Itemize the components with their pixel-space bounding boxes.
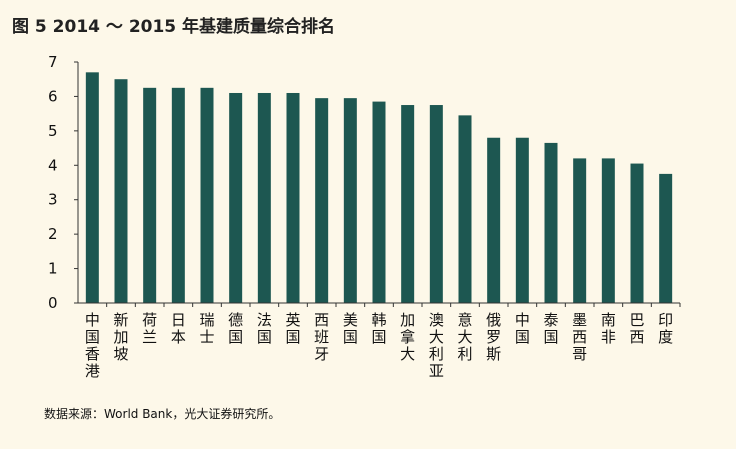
bar-18 xyxy=(601,158,615,303)
bar-12 xyxy=(429,105,443,304)
x-category-label: 英国 xyxy=(285,311,300,346)
y-tick-label: 0 xyxy=(48,294,58,312)
x-category-label: 澳大利亚 xyxy=(429,311,444,380)
x-category-label: 中国 xyxy=(515,311,530,346)
bar-20 xyxy=(659,173,673,303)
x-category-label: 巴西 xyxy=(629,311,644,346)
source-note: 数据来源：World Bank，光大证券研究所。 xyxy=(44,407,281,421)
bar-15 xyxy=(515,137,529,303)
y-axis: 0 1 2 3 4 5 6 7 xyxy=(48,53,79,312)
bar-5 xyxy=(229,92,243,303)
x-category-label: 加拿大 xyxy=(400,311,415,363)
x-category-label: 瑞士 xyxy=(199,311,214,346)
bar-11 xyxy=(401,105,415,304)
bar-1 xyxy=(114,79,128,303)
bar-4 xyxy=(200,87,214,303)
bar-13 xyxy=(458,115,472,303)
chart-title: 图 5 2014 ～ 2015 年基建质量综合排名 xyxy=(12,17,336,37)
bar-10 xyxy=(372,101,386,303)
x-category-label: 德国 xyxy=(228,311,243,346)
bar-0 xyxy=(85,72,99,303)
bar-8 xyxy=(315,98,329,304)
bar-3 xyxy=(171,87,185,303)
x-category-label: 美国 xyxy=(343,311,358,346)
y-tick-label: 6 xyxy=(48,87,58,105)
x-axis: 中国香港新加坡荷兰日本瑞士德国法国英国西班牙美国韩国加拿大澳大利亚意大利俄罗斯中… xyxy=(78,302,681,380)
x-category-label: 荷兰 xyxy=(142,311,157,346)
x-category-label: 新加坡 xyxy=(113,311,128,363)
y-tick-label: 2 xyxy=(48,225,58,243)
x-category-label: 韩国 xyxy=(371,311,386,346)
y-tick-label: 3 xyxy=(48,191,58,209)
bar-6 xyxy=(257,92,271,303)
bar-2 xyxy=(143,87,157,303)
x-category-label: 墨西哥 xyxy=(572,311,587,363)
bar-16 xyxy=(544,142,558,303)
bar-19 xyxy=(630,163,644,303)
x-category-label: 中国香港 xyxy=(85,311,100,380)
x-category-label: 俄罗斯 xyxy=(486,311,501,363)
bar-7 xyxy=(286,92,300,303)
x-category-label: 意大利 xyxy=(457,311,472,363)
y-tick-label: 7 xyxy=(48,53,58,71)
x-category-label: 西班牙 xyxy=(314,311,329,363)
x-category-label: 印度 xyxy=(658,311,673,346)
bar-17 xyxy=(573,158,587,303)
bars xyxy=(85,72,673,304)
bar-14 xyxy=(487,137,501,303)
x-category-label: 日本 xyxy=(171,311,186,346)
x-category-label: 泰国 xyxy=(543,311,558,346)
x-category-label: 法国 xyxy=(257,311,272,346)
bar-9 xyxy=(343,98,357,304)
y-tick-label: 5 xyxy=(48,122,58,140)
y-tick-label: 4 xyxy=(48,156,58,174)
y-tick-label: 1 xyxy=(48,260,58,278)
x-category-label: 南非 xyxy=(601,311,616,346)
